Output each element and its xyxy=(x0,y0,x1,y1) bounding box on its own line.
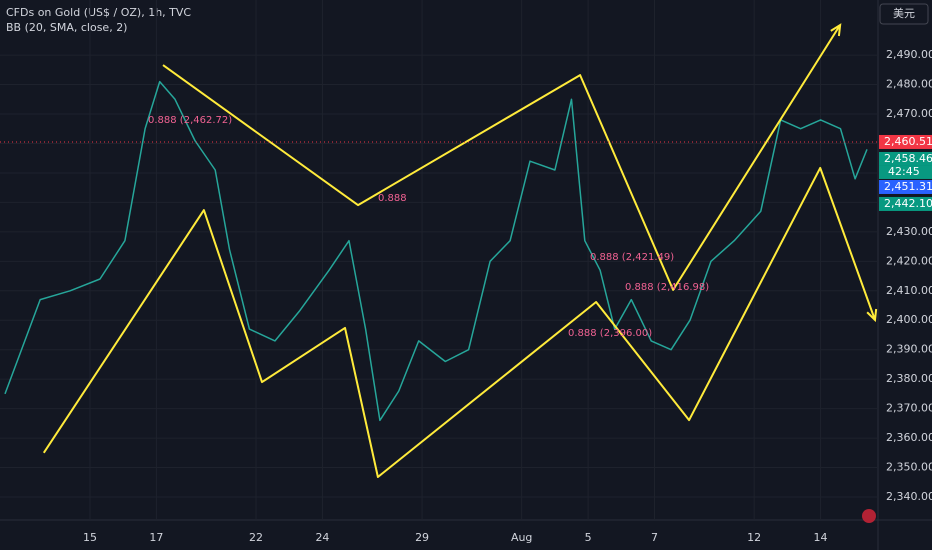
x-tick-label: 17 xyxy=(149,531,163,544)
y-tick-label: 2,410.00 xyxy=(886,284,932,297)
x-tick-label: Aug xyxy=(511,531,532,544)
trend-drawing xyxy=(162,24,841,291)
price-tag xyxy=(879,134,932,149)
price-tag-label: 2,442.10 xyxy=(884,197,932,210)
y-tick-label: 2,360.00 xyxy=(886,431,932,444)
chart-title: CFDs on Gold (US$ / OZ), 1h, TVC xyxy=(6,6,191,19)
x-tick-label: 24 xyxy=(315,531,329,544)
trend-drawing xyxy=(42,166,876,478)
countdown: 42:45 xyxy=(888,165,920,178)
y-tick-label: 2,470.00 xyxy=(886,107,932,120)
y-tick-label: 2,370.00 xyxy=(886,402,932,415)
price-tag-label: 2,451.31 xyxy=(884,180,932,193)
y-tick-label: 2,480.00 xyxy=(886,78,932,91)
y-tick-label: 2,430.00 xyxy=(886,225,932,238)
fib-label: 0.888 (2,421.49) xyxy=(590,252,674,263)
currency-button[interactable] xyxy=(879,3,929,25)
y-tick-label: 2,420.00 xyxy=(886,254,932,267)
x-tick-label: 14 xyxy=(814,531,828,544)
arrow-head xyxy=(830,23,842,37)
price-tag-label: 2,458.46 xyxy=(884,152,932,165)
price-tag xyxy=(879,179,932,194)
x-tick-label: 22 xyxy=(249,531,263,544)
y-tick-label: 2,490.00 xyxy=(886,48,932,61)
indicator-label: BB (20, SMA, close, 2) xyxy=(6,21,127,34)
price-line xyxy=(4,80,868,422)
fib-label: 0.888 (2,416.98) xyxy=(625,282,709,293)
y-tick-label: 2,350.00 xyxy=(886,461,932,474)
x-tick-label: 29 xyxy=(415,531,429,544)
x-tick-label: 12 xyxy=(747,531,761,544)
x-tick-label: 5 xyxy=(585,531,592,544)
arrow-head xyxy=(866,308,878,323)
countdown-box xyxy=(879,165,932,179)
x-tick-label: 7 xyxy=(651,531,658,544)
flag-icon xyxy=(862,509,876,523)
x-tick-label: 15 xyxy=(83,531,97,544)
price-tag xyxy=(879,196,932,211)
y-tick-label: 2,390.00 xyxy=(886,343,932,356)
fib-label: 0.888 xyxy=(378,193,407,204)
y-tick-label: 2,400.00 xyxy=(886,313,932,326)
price-tag-label: 2,460.51 xyxy=(884,135,932,148)
y-tick-label: 2,380.00 xyxy=(886,372,932,385)
currency-label: 美元 xyxy=(893,7,915,20)
y-tick-label: 2,340.00 xyxy=(886,490,932,503)
fib-label: 0.888 (2,462.72) xyxy=(148,115,232,126)
fib-label: 0.888 (2,396.00) xyxy=(568,328,652,339)
price-tag xyxy=(879,151,932,166)
